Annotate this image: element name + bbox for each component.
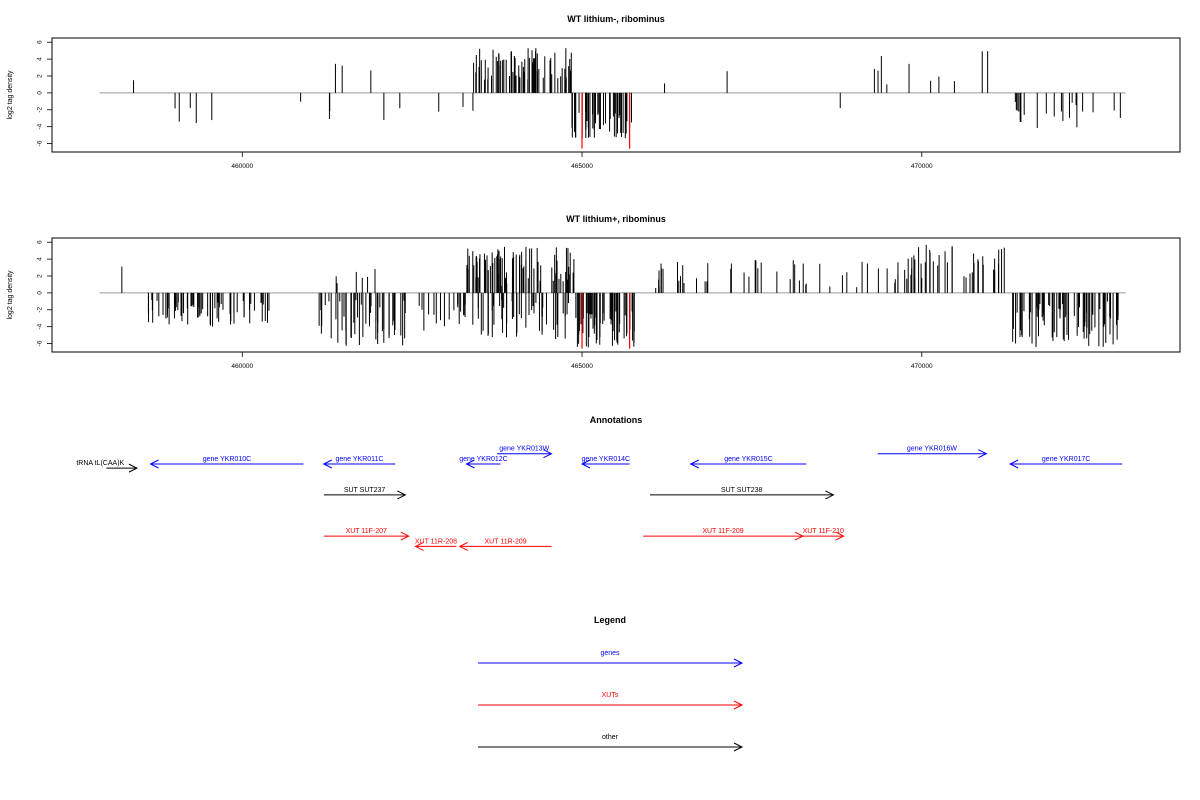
arrow-head xyxy=(733,742,744,752)
arrow-head xyxy=(835,531,845,541)
feature-label: gene YKR012C xyxy=(459,456,508,463)
annotations-title: Annotations xyxy=(590,415,643,425)
legend-arrow xyxy=(478,658,744,668)
feature-arrow xyxy=(649,490,835,500)
arrow-head xyxy=(322,459,333,469)
chart-title: WT lithium-, ribominus xyxy=(567,14,665,24)
chart-panel-1: WT lithium-, ribominus 6 4 2 0 -2 -4 -6 log2 tag… xyxy=(7,14,1181,170)
feature-label: XUT 11R-208 xyxy=(415,538,457,545)
chart-title: WT lithium+, ribominus xyxy=(566,214,666,224)
feature-arrow xyxy=(322,459,396,469)
feature-label: gene YKR013W xyxy=(499,446,549,453)
arrow-head xyxy=(580,459,591,469)
arrow-head xyxy=(733,700,744,710)
x-tick-label: 460000 xyxy=(231,363,253,370)
feature-arrow xyxy=(689,459,807,469)
arrow-head xyxy=(465,459,475,469)
feature-arrow xyxy=(877,449,988,459)
arrow-head xyxy=(400,531,410,541)
feature-label: gene YKR015C xyxy=(724,456,773,463)
legend-title: Legend xyxy=(594,615,626,625)
arrow-head xyxy=(825,490,835,500)
plot-frame xyxy=(51,37,1181,153)
legend-arrow xyxy=(478,700,744,710)
x-tick-label: 465000 xyxy=(571,163,593,170)
x-tick-label: 465000 xyxy=(571,363,593,370)
legend-arrow xyxy=(478,742,744,752)
feature-arrow xyxy=(323,531,410,541)
feature-label: gene YKR011C xyxy=(335,456,383,463)
feature-arrow xyxy=(580,459,630,469)
arrow-head xyxy=(128,463,139,473)
y-tick-label: 4 xyxy=(37,257,44,261)
y-tick-label: 6 xyxy=(37,40,44,44)
feature-arrow xyxy=(458,541,552,551)
feature-label: gene YKR017C xyxy=(1042,456,1091,463)
feature-label: gene YKR010C xyxy=(203,456,252,463)
feature-arrow xyxy=(323,490,407,500)
y-tick-label: 4 xyxy=(37,57,44,61)
legend-label: genes xyxy=(600,650,620,657)
arrow-head xyxy=(978,449,988,459)
feature-label: XUT 11F-207 xyxy=(346,528,387,535)
x-tick-label: 470000 xyxy=(911,363,933,370)
plot-frame xyxy=(51,237,1181,353)
feature-label: XUT 11F-209 xyxy=(702,528,743,535)
feature-arrow xyxy=(106,463,139,473)
legend-label: other xyxy=(602,734,619,741)
y-tick-label: -2 xyxy=(37,107,44,113)
feature-label: SUT SUT238 xyxy=(721,487,763,494)
feature-arrow xyxy=(497,449,553,459)
arrow-head xyxy=(1009,459,1019,469)
feature-arrow xyxy=(465,459,501,469)
feature-label: XUT 11F-210 xyxy=(803,528,844,535)
bar-series xyxy=(121,244,1119,348)
feature-label: tRNA tL(CAA)K xyxy=(76,460,124,467)
feature-label: XUT 11R-209 xyxy=(485,538,527,545)
y-tick-label: 0 xyxy=(37,291,44,295)
feature-arrow xyxy=(414,541,457,551)
y-tick-label: -2 xyxy=(37,307,44,313)
y-axis-label: log2 tag density xyxy=(7,70,14,120)
arrow-head xyxy=(733,658,744,668)
feature-arrow xyxy=(149,459,304,469)
bar-series xyxy=(133,48,1121,139)
arrow-head xyxy=(543,449,553,459)
x-tick-label: 460000 xyxy=(231,163,253,170)
annotation-track: Annotations tRNA tL(CAA)K gene YKR010C gene… xyxy=(76,415,1123,551)
feature-arrow xyxy=(802,531,845,541)
y-tick-label: 2 xyxy=(37,74,44,78)
feature-label: gene YKR014C xyxy=(582,456,631,463)
arrow-head xyxy=(414,541,424,551)
y-tick-label: 6 xyxy=(37,240,44,244)
y-tick-label: 2 xyxy=(37,274,44,278)
y-tick-label: 0 xyxy=(37,91,44,95)
feature-label: gene YKR016W xyxy=(907,446,957,453)
feature-label: SUT SUT237 xyxy=(344,487,386,494)
y-tick-label: -6 xyxy=(37,340,44,346)
legend: Legend genes XUTs other xyxy=(478,615,744,752)
feature-arrow xyxy=(1009,459,1123,469)
x-tick-label: 470000 xyxy=(911,163,933,170)
arrow-head xyxy=(458,541,468,551)
y-tick-label: -6 xyxy=(37,140,44,146)
chart-panel-2: WT lithium+, ribominus 6 4 2 0 -2 -4 -6 log2 tag… xyxy=(7,214,1181,370)
arrow-head xyxy=(149,459,159,469)
y-tick-label: -4 xyxy=(37,123,44,129)
arrow-head xyxy=(689,459,699,469)
y-tick-label: -4 xyxy=(37,323,44,329)
y-axis-label: log2 tag density xyxy=(7,270,14,320)
legend-label: XUTs xyxy=(602,692,619,699)
arrow-head xyxy=(397,490,407,500)
